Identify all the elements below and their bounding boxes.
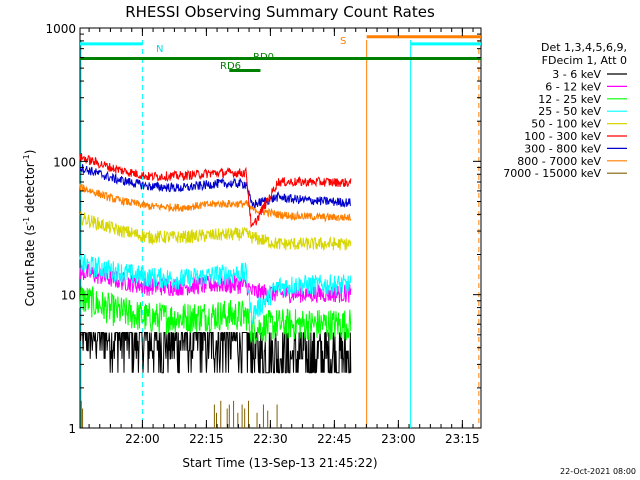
vertical-markers: [80, 40, 480, 428]
legend-header-line-2: FDecim 1, Att 0: [542, 54, 627, 67]
y-axis-label: Count Rate (s-1 detector-1): [22, 150, 37, 307]
annotation-s: S: [340, 36, 346, 47]
legend-label: 12 - 25 keV: [538, 93, 601, 106]
flag-bars: [80, 35, 481, 73]
footer-date: 22-Oct-2021 08:00: [560, 467, 636, 476]
x-tick-label: 22:30: [253, 432, 288, 446]
legend-header-line-1: Det 1,3,4,5,6,9,: [541, 41, 627, 54]
legend: Det 1,3,4,5,6,9, FDecim 1, Att 0 3 - 6 k…: [503, 41, 627, 180]
legend-label: 50 - 100 keV: [531, 118, 601, 131]
plot-frame: [79, 27, 482, 429]
y-tick-label: 1000: [45, 22, 76, 36]
y-tick-label: 100: [53, 155, 76, 169]
annotation-rd0: RD0: [253, 52, 274, 63]
series-line-50-to-100keV: [79, 211, 352, 252]
plot-area: 22:00 22:15 22:30 22:45 23:00 23:15 1 10 100 1000: [45, 22, 482, 446]
legend-label: 300 - 800 keV: [524, 142, 601, 155]
x-tick-label: 23:00: [381, 432, 416, 446]
y-tick-label: 10: [61, 289, 76, 303]
legend-label: 100 - 300 keV: [524, 130, 601, 143]
series-line-3-to-6keV: [79, 332, 352, 374]
x-tick-label: 22:45: [317, 432, 352, 446]
series-line-6-to-12keV: [79, 263, 352, 304]
legend-label: 800 - 7000 keV: [517, 155, 601, 168]
legend-label: 25 - 50 keV: [538, 105, 601, 118]
series-line-300-to-800keV: [79, 164, 351, 209]
legend-label: 3 - 6 keV: [552, 68, 601, 81]
x-tick-label: 22:15: [189, 432, 224, 446]
series-line-100-to-300keV: [79, 152, 352, 228]
chart-title: RHESSI Observing Summary Count Rates: [125, 3, 435, 21]
annotation-n: N: [156, 44, 163, 55]
axis-ticks: 22:00 22:15 22:30 22:45 23:00 23:15 1 10 100 1000: [45, 22, 481, 446]
y-tick-label: 1: [68, 422, 76, 436]
series-layer: [79, 152, 352, 428]
series-line-800-to-7000keV: [79, 183, 352, 223]
legend-label: 7000 - 15000 keV: [503, 167, 601, 180]
x-tick-label: 22:00: [125, 432, 160, 446]
x-axis-label: Start Time (13-Sep-13 21:45:22): [182, 456, 377, 470]
series-line-12-to-25keV: [79, 285, 352, 344]
legend-label: 6 - 12 keV: [545, 80, 601, 93]
series-line-25-to-50keV: [79, 254, 352, 325]
annotation-rd6: RD6: [220, 61, 241, 72]
x-tick-label: 23:15: [445, 432, 480, 446]
